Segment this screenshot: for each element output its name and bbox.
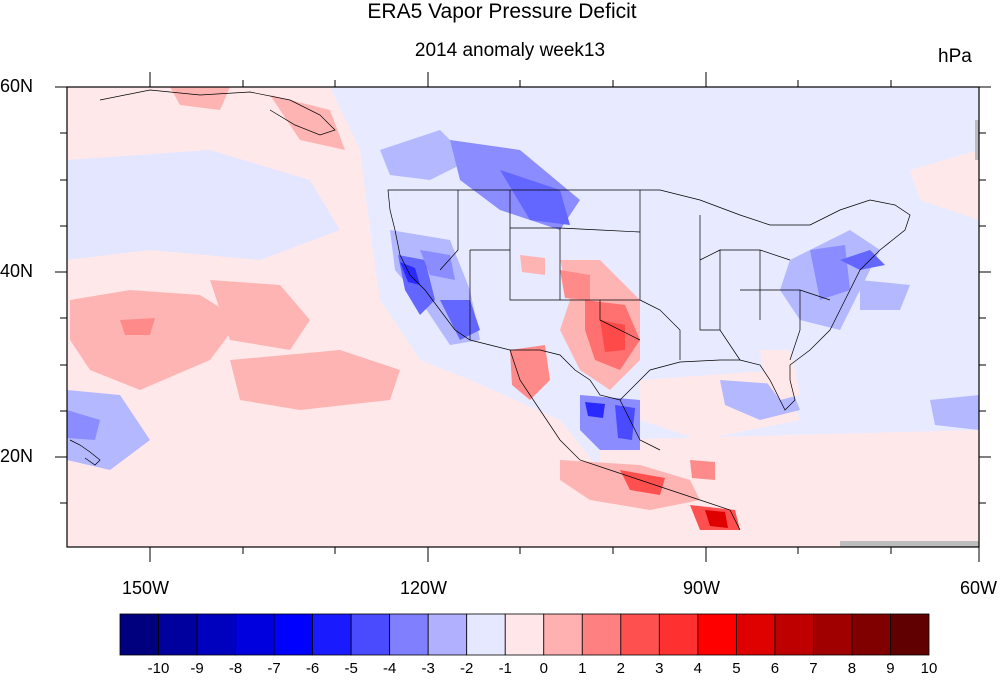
- lon-label-120w: 120W: [400, 578, 448, 598]
- lat-label-40n: 40N: [0, 261, 34, 281]
- colorbar-tick-label: -1: [498, 660, 512, 677]
- colorbar-box: [235, 613, 275, 656]
- colorbar-box: [119, 613, 159, 656]
- colorbar-tick-label: -3: [421, 660, 435, 677]
- lat-label-20n: 20N: [0, 446, 34, 466]
- colorbar-box: [890, 613, 930, 656]
- colorbar-box: [697, 613, 737, 656]
- colorbar-tick-label: -2: [460, 660, 474, 677]
- colorbar-box: [851, 613, 891, 656]
- coastlines: [69, 89, 911, 531]
- colorbar-box: [543, 613, 583, 656]
- colorbar-tick-label: 10: [920, 660, 938, 677]
- colorbar-box: [620, 613, 660, 656]
- colorbar-box: [658, 613, 699, 656]
- colorbar-tick-label: 3: [655, 660, 664, 677]
- colorbar-tick-label: 2: [616, 660, 625, 677]
- colorbar-tick-label: 4: [693, 660, 703, 677]
- colorbar-box: [427, 613, 468, 656]
- colorbar-box: [581, 613, 622, 656]
- colorbar-box: [813, 613, 853, 656]
- colorbar-tick-label: -5: [344, 660, 358, 677]
- lat-label-60n: 60N: [0, 76, 34, 96]
- map-title: ERA5 Vapor Pressure Deficit: [367, 0, 637, 23]
- colorbar-box: [504, 613, 545, 656]
- colorbar-tick-label: 1: [578, 660, 587, 677]
- colorbar-box: [735, 613, 776, 656]
- colorbar-box: [774, 613, 814, 656]
- axis-ticks: [55, 72, 991, 562]
- colorbar-box: [312, 613, 352, 656]
- lon-label-90w: 90W: [683, 578, 721, 598]
- lon-label-150w: 150W: [122, 578, 170, 598]
- anomaly-field: [67, 87, 979, 547]
- colorbar-tick-label: -10: [147, 660, 170, 677]
- colorbar-tick-label: -7: [267, 660, 281, 677]
- colorbar-box: [466, 613, 506, 656]
- colorbar-tick-label: 0: [539, 660, 548, 677]
- colorbar-tick-label: 9: [886, 660, 895, 677]
- map-frame: [66, 86, 980, 548]
- colorbar-box: [350, 613, 391, 656]
- colorbar-tick-label: -6: [305, 660, 320, 677]
- colorbar-tick-label: 7: [809, 660, 818, 677]
- colorbar-tick-label: 5: [732, 660, 741, 677]
- colorbar-tick-label: -9: [190, 660, 204, 677]
- colorbar-tick-label: 8: [847, 660, 857, 677]
- colorbar-box: [158, 613, 198, 656]
- colorbar-tick-label: -8: [228, 660, 243, 677]
- lon-label-60w: 60W: [960, 578, 998, 598]
- units-label: hPa: [938, 46, 972, 67]
- colorbar-box: [196, 613, 236, 656]
- colorbar-box: [389, 613, 429, 656]
- colorbar-box: [273, 613, 314, 656]
- colorbar-tick-label: -4: [382, 660, 397, 677]
- map-subtitle: 2014 anomaly week13: [414, 40, 606, 61]
- colorbar: [119, 613, 930, 656]
- colorbar-tick-label: 6: [770, 660, 780, 677]
